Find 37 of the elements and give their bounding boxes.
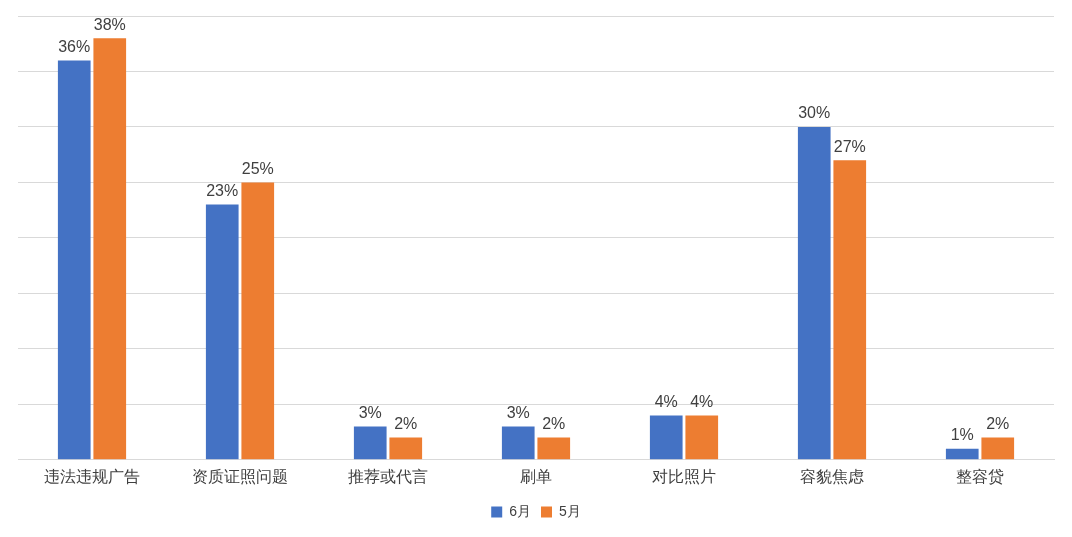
bar	[57, 60, 91, 460]
bar	[501, 426, 535, 460]
legend-label: 5月	[559, 502, 581, 519]
x-tick-label: 刷单	[520, 467, 552, 485]
data-label: 2%	[986, 415, 1010, 433]
bar	[981, 437, 1015, 460]
x-tick-label: 对比照片	[652, 467, 716, 485]
bar	[945, 448, 979, 460]
bar	[241, 182, 275, 460]
data-label: 1%	[950, 426, 974, 444]
data-label: 3%	[358, 403, 382, 421]
bar	[93, 38, 127, 460]
x-tick-label: 违法违规广告	[44, 467, 140, 485]
bar	[685, 415, 719, 460]
data-label: 2%	[542, 415, 566, 433]
bar	[797, 126, 831, 460]
data-label: 25%	[241, 159, 274, 177]
data-label: 36%	[58, 37, 91, 55]
data-label: 4%	[690, 392, 714, 410]
data-label: 23%	[206, 182, 239, 200]
bar	[649, 415, 683, 460]
bar	[353, 426, 387, 460]
data-label: 3%	[506, 403, 530, 421]
x-tick-label: 资质证照问题	[192, 467, 288, 485]
data-label: 30%	[798, 104, 831, 122]
bar	[205, 204, 239, 460]
x-tick-label: 容貌焦虑	[800, 467, 864, 485]
legend-label: 6月	[509, 502, 532, 519]
bar	[833, 160, 867, 460]
bar	[537, 437, 571, 460]
x-tick-label: 推荐或代言	[348, 467, 428, 485]
data-label: 4%	[654, 392, 678, 410]
data-label: 2%	[394, 415, 418, 433]
x-tick-label: 整容贷	[956, 467, 1004, 485]
data-label: 27%	[833, 137, 866, 155]
data-label: 38%	[93, 15, 126, 33]
bar	[389, 437, 423, 460]
